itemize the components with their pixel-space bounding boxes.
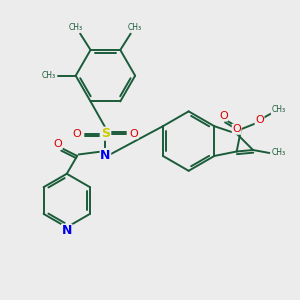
Text: S: S xyxy=(101,127,110,140)
Text: O: O xyxy=(255,115,264,125)
Text: O: O xyxy=(129,129,138,139)
Text: O: O xyxy=(53,139,62,149)
Text: O: O xyxy=(232,124,241,134)
Text: O: O xyxy=(219,111,228,121)
Text: CH₃: CH₃ xyxy=(271,105,285,114)
Text: N: N xyxy=(100,148,111,162)
Text: O: O xyxy=(73,129,82,139)
Text: N: N xyxy=(61,224,72,237)
Text: CH₃: CH₃ xyxy=(128,23,142,32)
Text: CH₃: CH₃ xyxy=(272,148,286,158)
Text: CH₃: CH₃ xyxy=(41,71,56,80)
Text: CH₃: CH₃ xyxy=(69,23,83,32)
